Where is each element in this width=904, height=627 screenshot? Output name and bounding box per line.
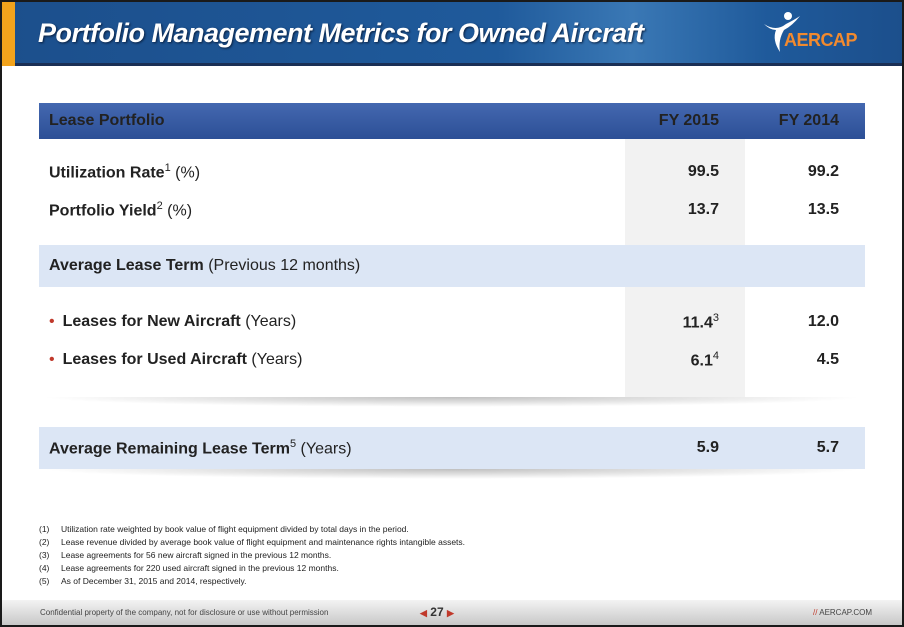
value-fy2014: 5.7 (816, 439, 839, 456)
value-fy2015: 11.4 (682, 314, 713, 332)
footnote-ref: 1 (164, 161, 171, 174)
table-header: Lease Portfolio FY 2015 FY 2014 (39, 103, 865, 139)
row-label: Leases for New Aircraft (62, 313, 241, 330)
header: Portfolio Management Metrics for Owned A… (2, 2, 902, 66)
accent-bar (2, 2, 15, 66)
value-fy2015: 5.9 (696, 439, 719, 456)
footnote: (4) Lease agreements for 220 used aircraf… (39, 563, 339, 573)
next-page-icon[interactable]: ▶ (446, 608, 454, 618)
footnote-ref: 2 (156, 199, 163, 212)
footnote: (3) Lease agreements for 56 new aircraft … (39, 550, 332, 560)
website[interactable]: // AERCAP.COM (813, 608, 872, 617)
remaining-term-row: Average Remaining Lease Term5 (Years) 5.… (39, 427, 865, 469)
footnote-ref: 4 (712, 349, 719, 362)
footnote: (5) As of December 31, 2015 and 2014, res… (39, 576, 247, 586)
prev-page-icon[interactable]: ◀ (420, 608, 427, 618)
value-fy2015: 99.5 (625, 153, 745, 191)
table-row: Portfolio Yield2 (%) 13.7 13.5 (39, 191, 865, 229)
table-row: • Leases for Used Aircraft (Years) 6.14 4… (39, 341, 865, 379)
row-unit: (%) (170, 164, 201, 182)
footnote-ref: 5 (289, 437, 297, 450)
row-unit: (%) (162, 202, 193, 220)
value-fy2014: 12.0 (807, 313, 839, 330)
aercap-logo: AERCAP (762, 10, 872, 58)
row-label: Leases for Used Aircraft (62, 351, 247, 368)
table-row: • Leases for New Aircraft (Years) 11.43 1… (39, 303, 865, 341)
row-label: Utilization Rate (49, 164, 165, 182)
table-row: Utilization Rate1 (%) 99.5 99.2 (39, 153, 865, 191)
value-fy2014: 99.2 (807, 163, 839, 180)
page-nav: ◀ 27 ▶ (420, 605, 454, 619)
logo-text: AERCAP (784, 30, 858, 50)
lease-portfolio-table: Lease Portfolio FY 2015 FY 2014 Utilizat… (39, 103, 865, 479)
logo-figure-icon (764, 12, 800, 52)
row-label: Portfolio Yield (49, 202, 157, 220)
row-label: Average Remaining Lease Term (49, 440, 290, 458)
page-number: 27 (430, 605, 444, 619)
page-title: Portfolio Management Metrics for Owned A… (38, 18, 644, 48)
confidential-notice: Confidential property of the company, no… (40, 608, 329, 617)
footnotes: (1) Utilization rate weighted by book val… (39, 523, 465, 588)
section-row: Average Lease Term (Previous 12 months) (39, 245, 865, 287)
header-fy2014: FY 2014 (778, 112, 839, 129)
header-fy2015: FY 2015 (658, 112, 719, 129)
footnote: (2) Lease revenue divided by average book… (39, 537, 466, 547)
section-detail: (Previous 12 months) (203, 257, 361, 274)
bullet-icon: • (49, 313, 55, 330)
header-lease-portfolio: Lease Portfolio (49, 112, 165, 129)
row-unit: (Years) (296, 440, 352, 458)
bullet-icon: • (49, 351, 55, 368)
value-fy2014: 4.5 (816, 351, 839, 368)
row-unit: (Years) (246, 351, 303, 368)
footnote-ref: 3 (712, 311, 719, 324)
value-fy2015: 13.7 (625, 191, 745, 229)
value-fy2015: 6.1 (690, 352, 713, 370)
footnote: (1) Utilization rate weighted by book val… (39, 524, 409, 534)
section-label: Average Lease Term (49, 257, 204, 274)
footer: Confidential property of the company, no… (2, 600, 902, 625)
row-unit: (Years) (240, 313, 297, 330)
value-fy2014: 13.5 (807, 201, 839, 218)
